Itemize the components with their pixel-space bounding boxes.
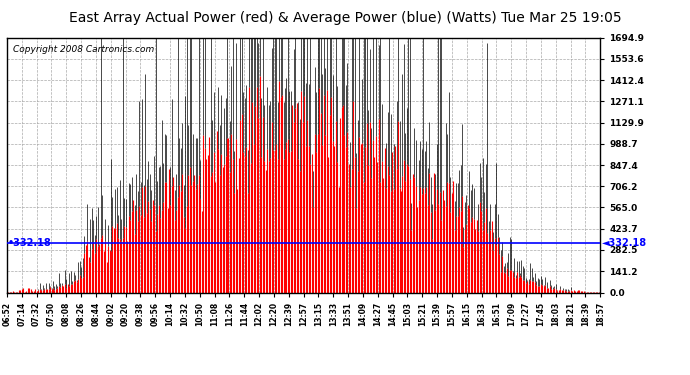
Text: Copyright 2008 Cartronics.com: Copyright 2008 Cartronics.com	[13, 45, 154, 54]
Text: East Array Actual Power (red) & Average Power (blue) (Watts) Tue Mar 25 19:05: East Array Actual Power (red) & Average …	[69, 11, 621, 25]
Text: •332.18: •332.18	[8, 237, 52, 248]
Text: ◄332.18: ◄332.18	[602, 237, 647, 248]
